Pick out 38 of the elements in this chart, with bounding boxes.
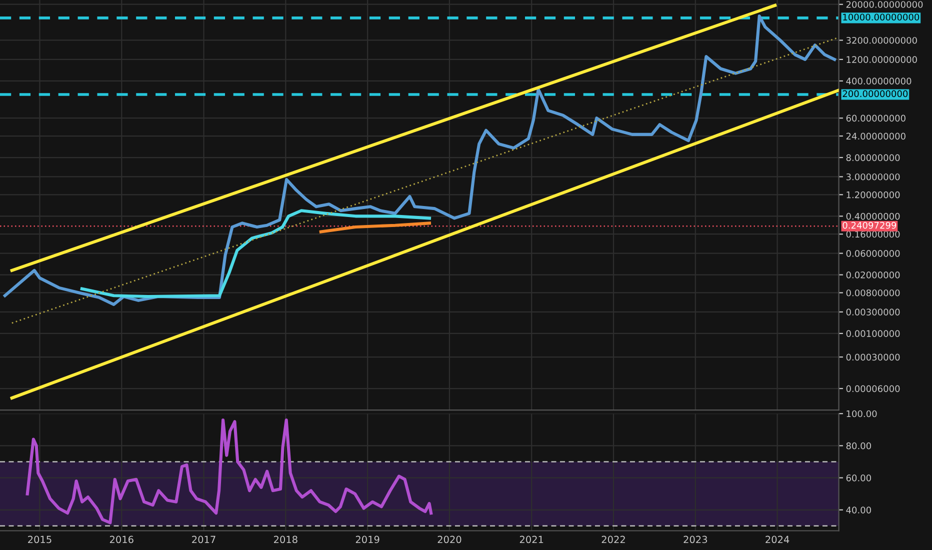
- line-series: [26, 418, 433, 524]
- x-tick-label: 2019: [356, 536, 380, 544]
- y-tick-label: 0.40000000: [846, 212, 900, 220]
- y-tick-label: 0.00800000: [846, 289, 900, 296]
- x-tick-label: 2020: [438, 536, 462, 544]
- line-series: [319, 222, 432, 234]
- y-tick-label: 0.16000000: [846, 230, 900, 238]
- ref-line-label: 10000.00000000: [843, 14, 920, 21]
- y-tick-label: 1.20000000: [846, 191, 900, 198]
- x-tick-label: 2015: [28, 536, 52, 544]
- x-tick-label: 2017: [192, 536, 216, 544]
- y-tick-label: 8.00000000: [846, 154, 900, 162]
- y-tick-label: 60.00000000: [846, 114, 906, 122]
- y-tick-label: 0.06000000: [846, 250, 900, 257]
- x-tick-label: 2016: [110, 536, 134, 544]
- y-tick-label: 3200.00000000: [846, 36, 917, 44]
- y-tick-label: 3.00000000: [846, 173, 900, 180]
- x-tick-label: 2022: [602, 536, 625, 544]
- ref-line-label: 0.24097299: [842, 222, 896, 229]
- y-tick-label: 0.00030000: [846, 354, 900, 361]
- y-tick-label: 0.00300000: [846, 308, 900, 316]
- y-tick-label: 40.00: [846, 506, 871, 514]
- y-tick-label: 400.00000000: [846, 78, 912, 85]
- y-tick-label: 60.00: [846, 474, 871, 482]
- y-tick-label: 20000.00000000: [846, 1, 923, 8]
- x-tick-label: 2023: [684, 536, 707, 544]
- y-tick-label: 100.00: [846, 410, 877, 418]
- y-tick-label: 1200.00000000: [846, 56, 917, 63]
- line-series: [80, 209, 432, 298]
- x-tick-label: 2021: [520, 536, 544, 544]
- y-tick-label: 0.00006000: [846, 385, 900, 392]
- x-tick-label: 2024: [766, 536, 790, 544]
- ref-line-label: 200.00000000: [842, 90, 908, 98]
- y-tick-label: 80.00: [846, 442, 871, 450]
- y-tick-label: 0.00100000: [846, 330, 900, 338]
- y-tick-label: 24.00000000: [846, 132, 906, 140]
- x-tick-label: 2018: [274, 536, 298, 544]
- y-tick-label: 0.02000000: [846, 272, 900, 278]
